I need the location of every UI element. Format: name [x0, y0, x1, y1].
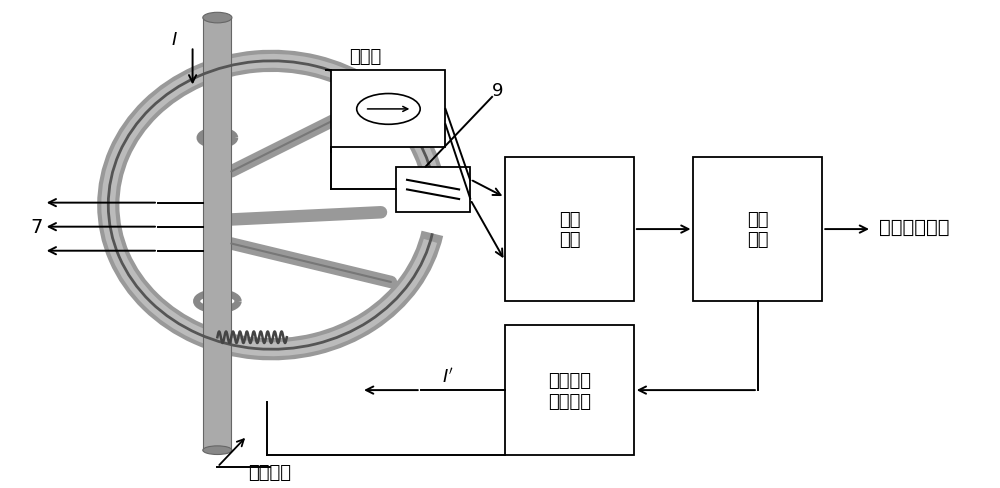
Text: 补偿线圈: 补偿线圈	[248, 463, 291, 481]
Bar	[505, 325, 634, 455]
Ellipse shape	[203, 13, 232, 24]
Bar	[331, 71, 445, 148]
Text: 补偿电流
及控制器: 补偿电流 及控制器	[548, 371, 591, 409]
Text: 7: 7	[30, 218, 42, 237]
Bar	[396, 167, 470, 213]
Text: 微处
理器: 微处 理器	[747, 210, 769, 249]
Bar	[203, 19, 231, 450]
Text: $I$: $I$	[171, 31, 178, 49]
Circle shape	[357, 94, 420, 125]
Text: 在线监测系统: 在线监测系统	[879, 218, 950, 237]
Bar	[693, 158, 822, 302]
Bar	[505, 158, 634, 302]
Text: 恒流源: 恒流源	[349, 48, 382, 66]
Text: $I'$: $I'$	[442, 366, 453, 386]
Ellipse shape	[203, 446, 232, 455]
Text: 调理
电路: 调理 电路	[559, 210, 580, 249]
Text: 9: 9	[492, 81, 504, 100]
